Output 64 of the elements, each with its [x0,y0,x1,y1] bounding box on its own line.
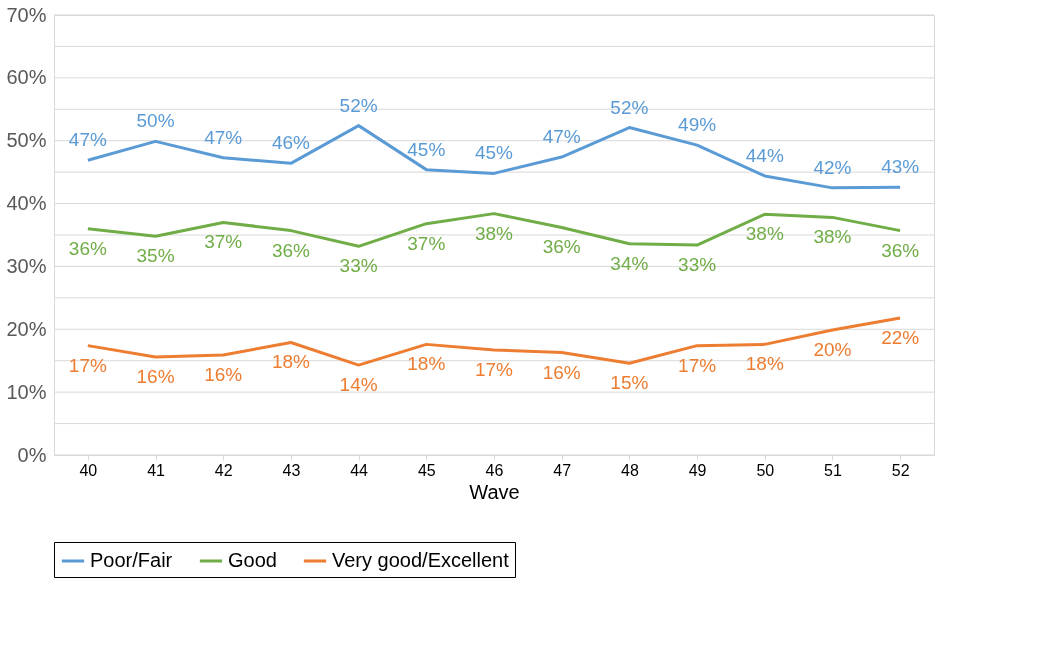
legend-label: Poor/Fair [90,549,173,571]
data-label: 16% [136,365,175,387]
x-tick-label: 45 [417,461,436,479]
data-label: 38% [745,223,784,245]
data-label: 16% [542,361,581,383]
y-tick-label: 60% [6,66,47,89]
data-label: 33% [678,254,717,276]
x-tick-label: 50 [756,461,775,479]
x-tick-label: 47 [553,461,572,479]
legend-label: Good [228,549,277,571]
x-tick-label: 46 [485,461,504,479]
x-tick-label: 41 [147,461,166,479]
data-label: 45% [407,138,446,160]
data-label: 33% [339,255,378,277]
x-tick-label: 43 [282,461,301,479]
data-label: 14% [339,374,378,396]
data-label: 36% [68,237,107,259]
data-label: 16% [204,364,243,386]
data-label: 36% [271,239,311,261]
data-label: 52% [339,94,378,116]
data-label: 34% [610,252,649,274]
y-tick-label: 0% [17,443,47,466]
data-label: 38% [813,226,852,248]
data-label: 49% [678,114,717,136]
data-label: 37% [407,232,446,254]
data-label: 18% [745,353,784,375]
data-label: 45% [474,142,514,164]
y-tick-label: 40% [6,192,47,215]
x-tick-label: 49 [688,461,707,479]
x-tick-label: 40 [79,461,98,479]
data-label: 17% [678,354,717,376]
x-tick-label: 52 [891,461,910,479]
x-tick-label: 51 [824,461,842,479]
data-label: 46% [271,132,311,154]
data-label: 38% [474,222,514,244]
y-tick-label: 30% [6,254,47,277]
legend-label: Very good/Excellent [332,549,510,571]
data-label: 36% [542,236,581,258]
data-label: 50% [136,110,175,132]
data-label: 52% [610,96,649,118]
data-label: 18% [271,351,311,373]
x-tick-label: 48 [620,461,639,479]
data-label: 36% [881,239,920,261]
data-label: 15% [610,372,649,394]
data-label: 47% [68,129,107,151]
y-tick-label: 20% [6,317,47,340]
data-label: 17% [474,359,514,381]
data-label: 22% [881,326,920,348]
x-axis-title: Wave [469,480,520,503]
data-label: 43% [881,156,920,178]
data-label: 17% [68,354,107,376]
data-label: 47% [204,126,243,148]
y-tick-label: 10% [6,380,47,403]
data-label: 42% [813,156,852,178]
data-label: 44% [745,144,784,166]
x-tick-label: 44 [350,461,369,479]
data-label: 35% [136,245,175,267]
y-tick-label: 70% [6,3,47,26]
data-label: 20% [813,338,852,360]
x-tick-label: 42 [214,461,233,479]
data-label: 37% [204,231,243,253]
y-tick-label: 50% [6,129,47,152]
data-label: 47% [542,126,581,148]
data-label: 18% [407,353,446,375]
